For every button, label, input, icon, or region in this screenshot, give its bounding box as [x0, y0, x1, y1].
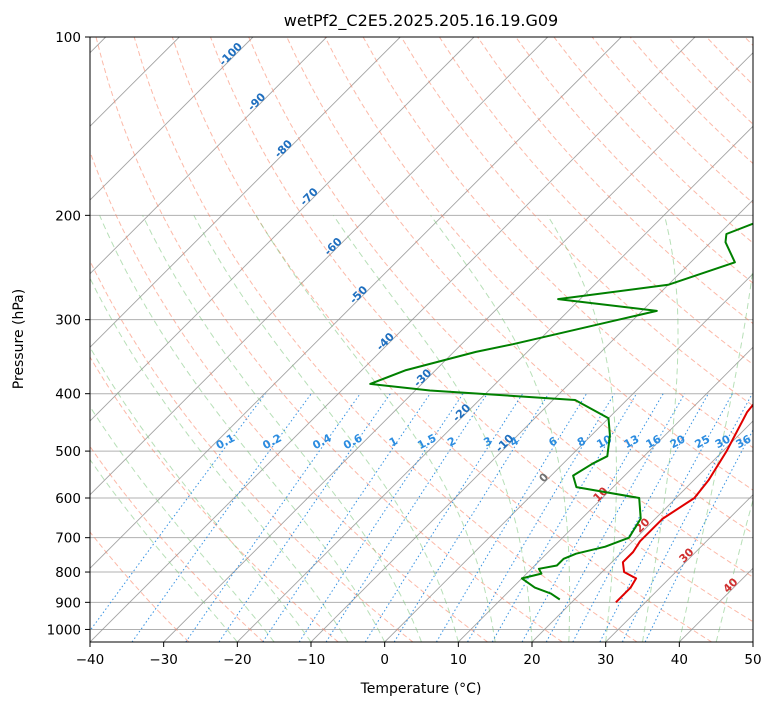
dry-adiabat-line: [400, 37, 753, 407]
x-tick-label: 0: [380, 652, 389, 668]
dry-adiabat-line: [90, 531, 190, 642]
mixing-ratio-line: [131, 393, 312, 642]
moist-adiabat-line: [678, 264, 753, 642]
mixing-ratio-label: 25: [693, 432, 713, 451]
mixing-ratio-line: [572, 393, 709, 642]
isotherm-line: [236, 125, 753, 642]
isotherm-line: [605, 494, 753, 642]
x-tick-label: −10: [297, 652, 326, 668]
mixing-ratio-label: 20: [668, 432, 688, 451]
dry-adiabat-line: [438, 37, 753, 366]
moist-adiabat-line: [332, 215, 533, 642]
x-tick-label: 20: [523, 652, 540, 668]
y-tick-label: 700: [55, 531, 81, 547]
mixing-ratio-line: [644, 428, 753, 642]
dry-adiabat-line: [324, 37, 753, 491]
y-tick-label: 100: [55, 30, 81, 46]
diagram-lines: [90, 37, 753, 642]
isotherm-line: [90, 37, 622, 569]
dry-adiabat-line: [210, 37, 753, 623]
isotherm-line: [90, 37, 328, 275]
y-tick-label: 900: [55, 595, 81, 611]
y-tick-label: 300: [55, 313, 81, 329]
dry-adiabat-line: [133, 37, 638, 642]
dry-adiabat-line: [171, 37, 712, 642]
x-tick-label: −40: [76, 652, 105, 668]
mixing-ratio-line: [467, 393, 615, 642]
isotherm-line: [384, 273, 753, 642]
mixing-ratio-label: 36: [734, 432, 754, 451]
plot-frame: [89, 36, 754, 643]
dry-adiabat-line: [515, 37, 753, 284]
moist-adiabat-line: [193, 215, 459, 642]
x-axis-label: Temperature (°C): [360, 681, 482, 697]
sounding-series: [369, 222, 753, 604]
mixing-ratio-line: [262, 393, 431, 642]
mixing-ratio-line: [435, 393, 587, 642]
chart-title: wetPf2_C2E5.2025.205.16.19.G09: [284, 11, 558, 31]
y-tick-label: 500: [55, 444, 81, 460]
mixing-ratio-line: [298, 393, 464, 642]
mixing-ratio-line: [545, 393, 686, 642]
mixing-ratio-line: [393, 393, 550, 642]
isotherm-line: [90, 37, 254, 201]
moist-adiabat-line: [90, 346, 312, 642]
isotherm-line: [90, 37, 401, 348]
isotherm-line: [90, 37, 549, 496]
x-tick-label: 40: [671, 652, 688, 668]
dry-adiabat-line: [90, 356, 339, 642]
dry-adiabat-line: [90, 259, 414, 642]
y-tick-label: 400: [55, 387, 81, 403]
dewpoint-line: [369, 222, 753, 601]
moist-adiabat-line: [430, 215, 571, 642]
y-tick-label: 600: [55, 491, 81, 507]
x-tick-label: 50: [744, 652, 761, 668]
axes: −40 −30 −20 −10 0 10 20 30 40 50 100 200 300 400 500 60…: [47, 30, 762, 668]
moist-adiabat-line: [90, 405, 275, 642]
y-tick-label: 800: [55, 565, 81, 581]
mixing-ratio-line: [521, 393, 664, 642]
y-axis-label: Pressure (hPa): [11, 289, 27, 389]
mixing-ratio-label: 13: [622, 432, 642, 451]
temperature-line: [615, 403, 753, 604]
moist-adiabat-line: [547, 215, 617, 642]
mixing-ratio-line: [325, 393, 488, 642]
x-tick-label: 30: [597, 652, 614, 668]
isotherm-line: [457, 346, 753, 642]
isotherm-line: [163, 52, 753, 642]
x-tick-label: 10: [450, 652, 467, 668]
isotherm-line: [531, 420, 753, 642]
y-tick-label: 1000: [47, 622, 81, 638]
mixing-ratio-line: [364, 393, 524, 642]
mixing-ratio-label: 30: [713, 432, 733, 451]
moist-adiabat-line: [99, 215, 386, 642]
x-tick-label: −30: [149, 652, 178, 668]
y-tick-label: 200: [55, 208, 81, 224]
moist-adiabat-line: [142, 215, 422, 642]
plot-area: [90, 37, 753, 642]
isotherm-line: [90, 37, 475, 422]
dry-adiabat-line: [248, 37, 753, 578]
moist-adiabat-line: [90, 458, 238, 642]
mixing-ratio-label: 16: [644, 432, 664, 451]
x-tick-label: −20: [223, 652, 252, 668]
dry-adiabat-line: [90, 445, 264, 642]
mixing-ratio-line: [491, 393, 637, 642]
moist-adiabat-line: [642, 215, 679, 642]
dry-adiabat-line: [90, 150, 488, 642]
dry-adiabat-line: [95, 37, 563, 642]
